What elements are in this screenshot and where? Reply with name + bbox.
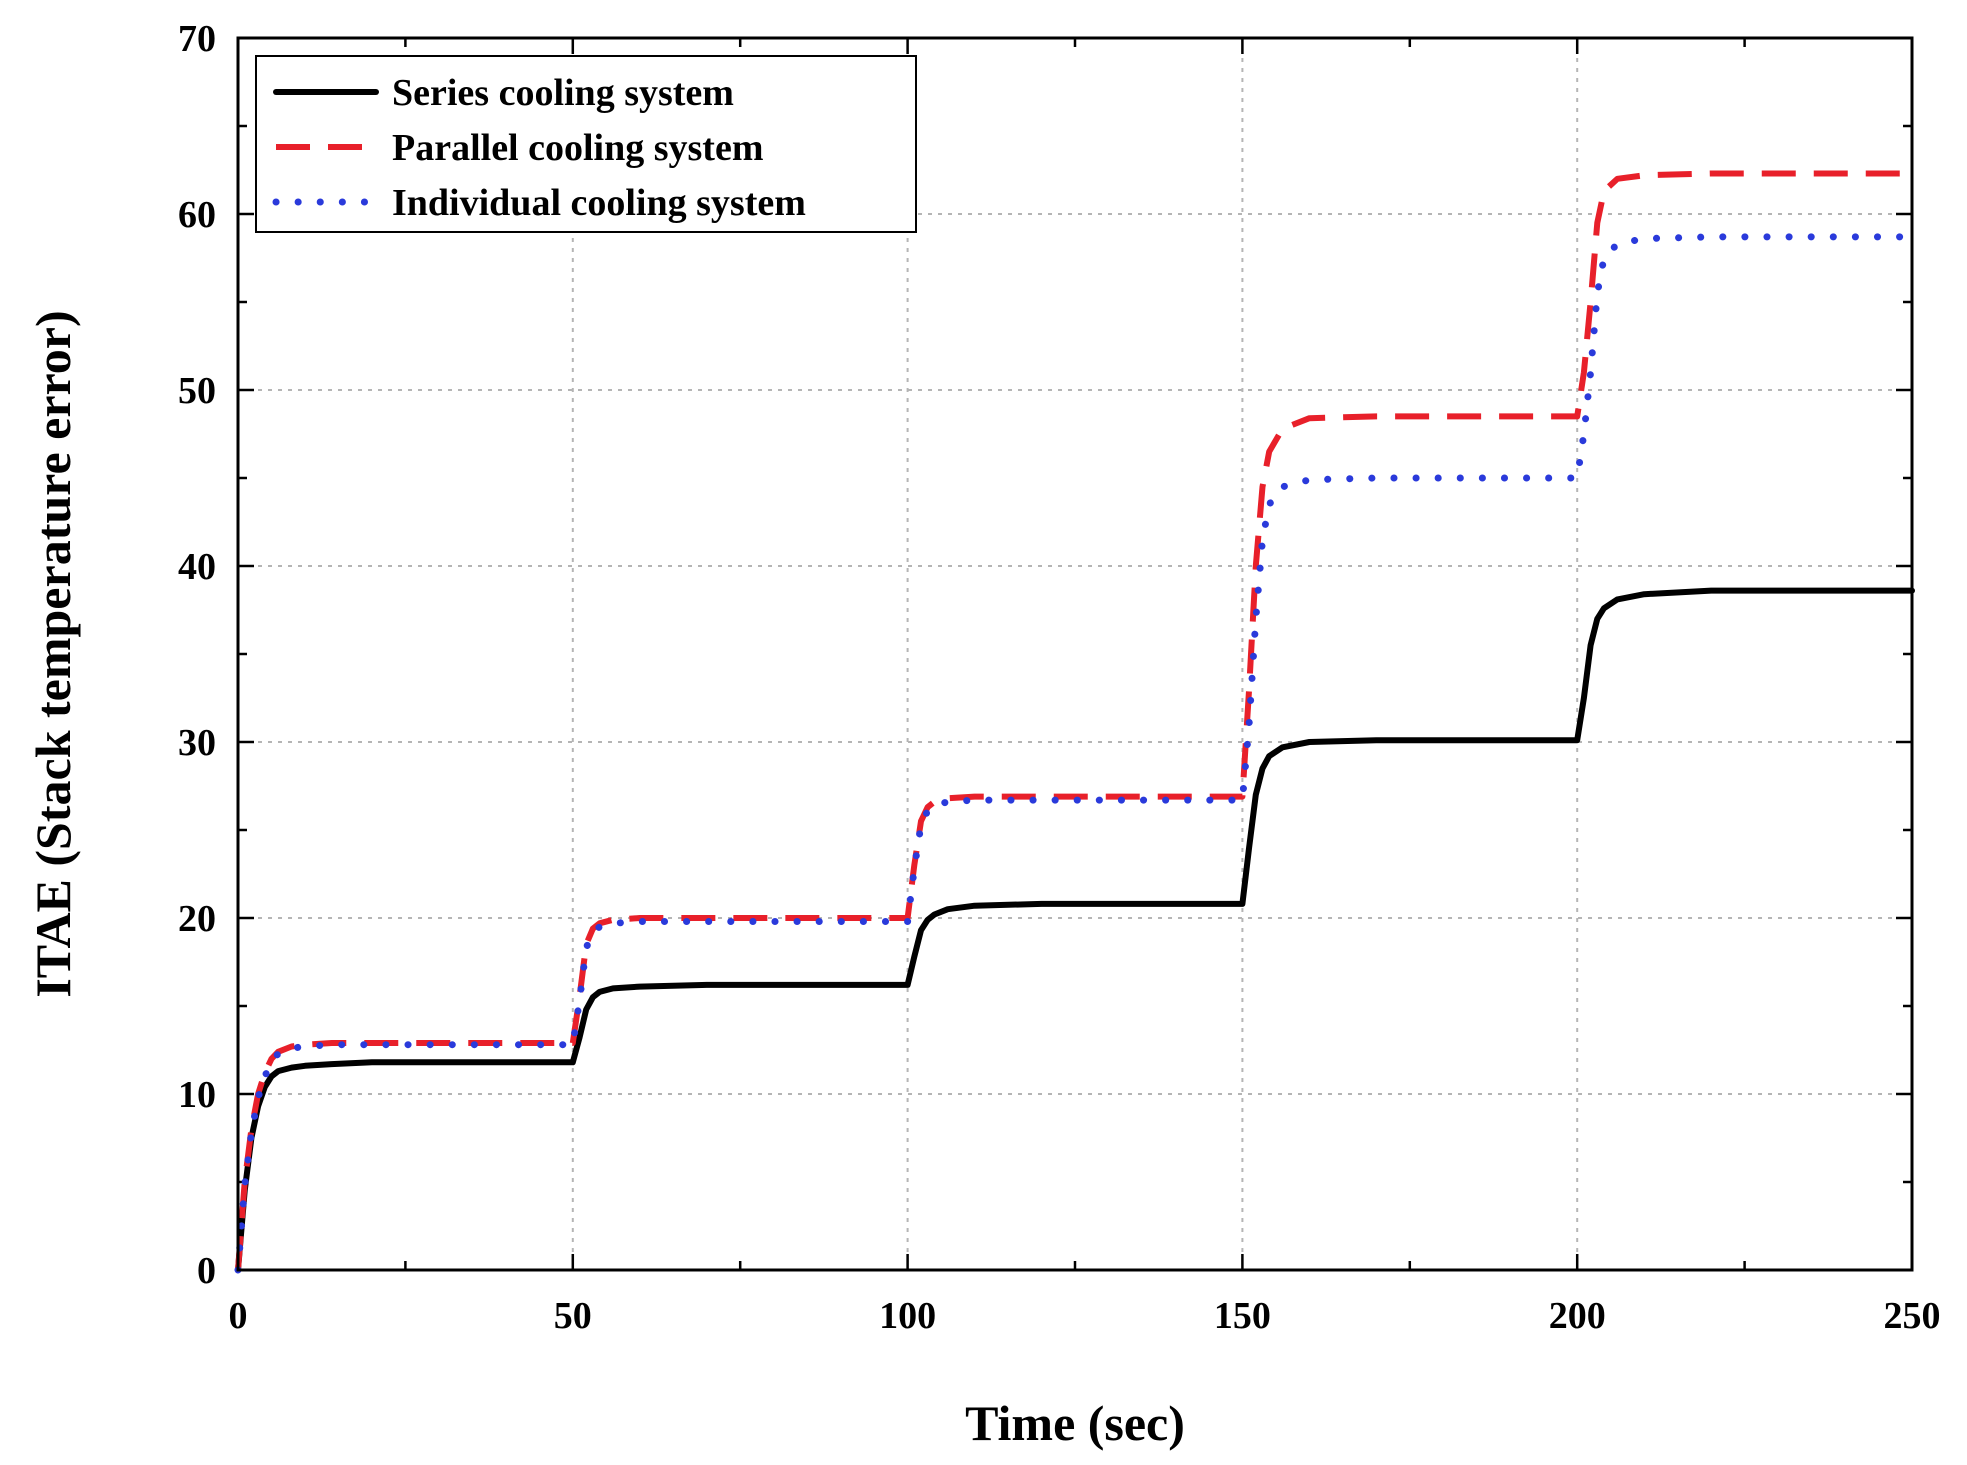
y-tick-label: 30 <box>178 722 216 764</box>
tick-labels: 0 50 100 150 200 250 0 10 20 30 40 50 60 70 <box>178 18 1941 1337</box>
x-tick-label: 150 <box>1214 1295 1271 1337</box>
y-tick-label: 60 <box>178 194 216 236</box>
series-line-series <box>235 587 1915 1273</box>
legend-label-individual: Individual cooling system <box>392 182 806 224</box>
y-tick-label: 50 <box>178 370 216 412</box>
series-line-parallel <box>235 170 1912 1271</box>
y-tick-label: 20 <box>178 898 216 940</box>
legend: Series cooling system Parallel cooling s… <box>255 55 917 233</box>
y-tick-label: 10 <box>178 1074 216 1116</box>
x-tick-label: 50 <box>554 1295 592 1337</box>
y-axis-title: ITAE (Stack temperature error) <box>25 310 81 997</box>
y-tick-label: 40 <box>178 546 216 588</box>
legend-label-parallel: Parallel cooling system <box>392 127 763 169</box>
x-tick-label: 0 <box>229 1295 248 1337</box>
x-tick-label: 200 <box>1549 1295 1606 1337</box>
y-tick-label: 0 <box>197 1250 216 1292</box>
y-tick-label: 70 <box>178 18 216 60</box>
legend-label-series: Series cooling system <box>392 72 734 114</box>
x-axis-title: Time (sec) <box>965 1395 1185 1451</box>
series-lines <box>234 170 1916 1274</box>
x-tick-label: 250 <box>1884 1295 1941 1337</box>
x-tick-label: 100 <box>879 1295 936 1337</box>
plot-frame <box>236 36 1914 1272</box>
series-line-individual <box>234 233 1916 1274</box>
